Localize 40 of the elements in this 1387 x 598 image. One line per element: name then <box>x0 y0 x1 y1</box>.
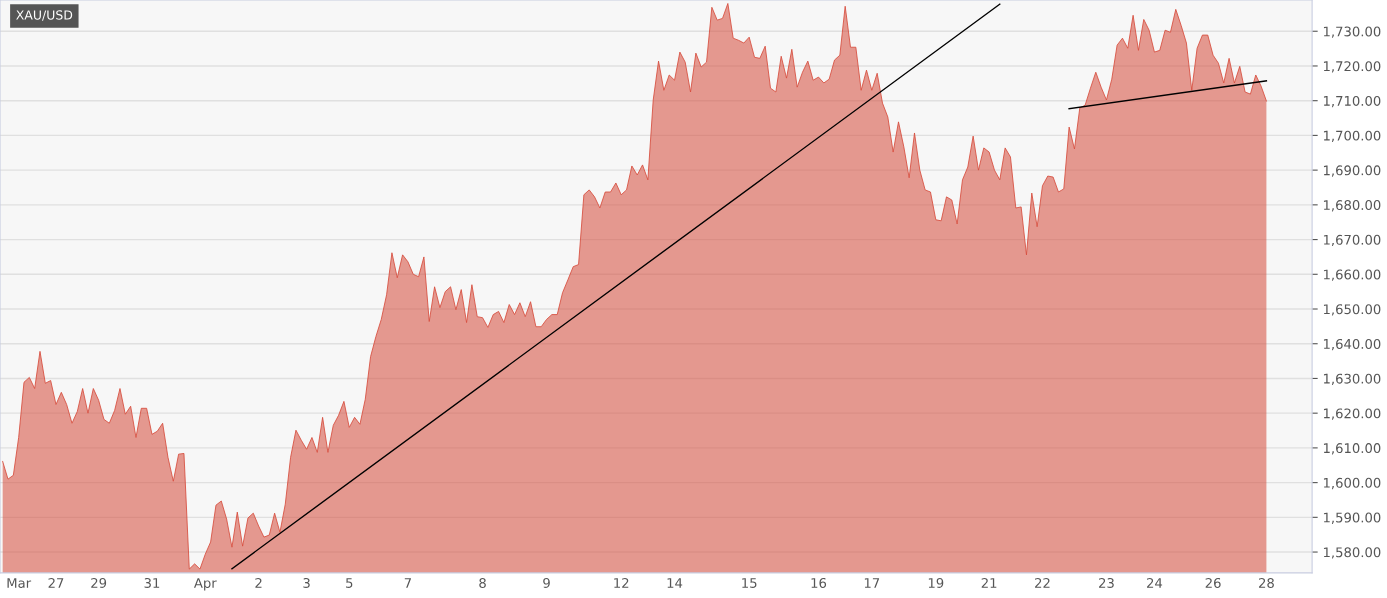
x-tick-label: 12 <box>614 577 629 588</box>
y-tick-label: 1,650.00 <box>1323 304 1381 316</box>
x-tick-label: 7 <box>404 578 411 588</box>
text: XAU/USD <box>16 10 73 21</box>
y-tick-label: 1,690.00 <box>1323 165 1381 177</box>
x-tick-label: 24 <box>1147 577 1163 588</box>
x-tick-label: 8 <box>479 577 486 588</box>
y-tick-label: 1,610.00 <box>1323 443 1381 455</box>
y-tick-label: 1,630.00 <box>1323 373 1381 385</box>
x-tick-label: 15 <box>742 578 757 588</box>
x-tick-label: 19 <box>928 577 944 588</box>
y-tick-label: 1,640.00 <box>1323 338 1381 351</box>
x-tick-label: 27 <box>48 577 64 588</box>
y-tick-label: 1,700.00 <box>1323 130 1381 142</box>
y-tick-label: 1,720.00 <box>1323 61 1381 73</box>
y-tick-label: 1,660.00 <box>1323 269 1381 281</box>
y-tick-label: 1,580.00 <box>1323 547 1381 559</box>
x-tick-label: Apr <box>193 578 217 591</box>
y-tick-label: 1,670.00 <box>1323 234 1381 247</box>
y-tick-label: 1,730.00 <box>1323 26 1381 38</box>
y-tick-label: 1,710.00 <box>1323 95 1381 108</box>
x-tick-label: 22 <box>1035 577 1050 588</box>
x-tick-label: 17 <box>864 578 880 588</box>
y-tick-label: 1,600.00 <box>1323 477 1381 490</box>
x-tick-label: 26 <box>1205 577 1221 588</box>
x-tick-label: 29 <box>91 577 107 588</box>
x-tick-label: 5 <box>346 578 353 588</box>
x-tick-label: 16 <box>811 577 827 588</box>
x-tick-label: 31 <box>144 577 160 588</box>
y-tick-label: 1,620.00 <box>1323 408 1381 420</box>
x-tick-label: Mar <box>7 578 32 588</box>
x-tick-label: 14 <box>667 578 683 588</box>
x-tick-label: 23 <box>1099 577 1114 588</box>
y-tick-label: 1,680.00 <box>1323 200 1381 212</box>
x-tick-label: 9 <box>543 577 550 588</box>
x-tick-label: 3 <box>303 577 310 588</box>
x-tick-label: 21 <box>981 577 997 588</box>
y-tick-label: 1,590.00 <box>1323 512 1381 524</box>
x-tick-label: 2 <box>255 577 262 588</box>
x-tick-label: 28 <box>1258 577 1274 588</box>
